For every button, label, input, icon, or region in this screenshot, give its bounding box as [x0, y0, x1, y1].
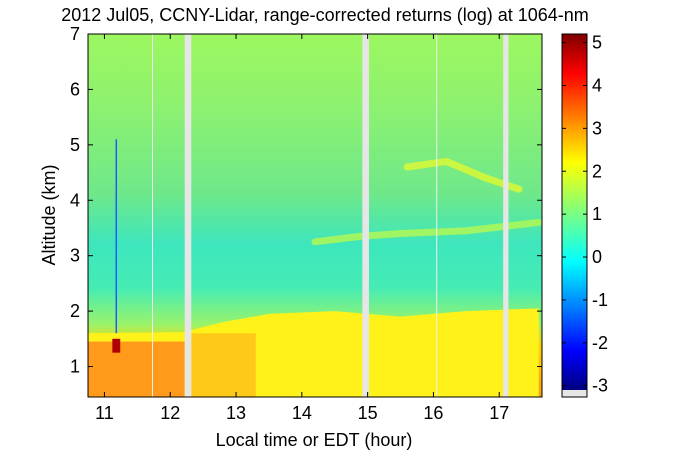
data-gap-3	[503, 34, 509, 397]
strong-return-patch	[112, 338, 121, 353]
data-gaps	[151, 34, 509, 397]
morning-layer-region	[88, 341, 185, 397]
x-tick-label: 17	[489, 403, 509, 423]
x-tick-label: 13	[226, 403, 246, 423]
x-tick-label: 15	[358, 403, 378, 423]
colorbar-tick-label: 0	[592, 247, 602, 267]
x-tick-label: 16	[423, 403, 443, 423]
colorbar-tick-label: 1	[592, 204, 602, 224]
plot-area	[88, 34, 542, 397]
x-tick-label: 11	[95, 403, 114, 423]
y-tick-label: 7	[70, 24, 80, 44]
data-gap-1	[184, 34, 192, 397]
x-tick-label: 14	[292, 403, 312, 423]
y-tick-label: 4	[70, 190, 80, 210]
y-tick-label: 5	[70, 135, 80, 155]
colorbar-tick-label: -2	[592, 333, 608, 353]
y-tick-label: 2	[70, 301, 80, 321]
colorbar-gap-swatch	[562, 390, 587, 397]
mid-morning-region	[191, 333, 256, 397]
x-axis: 11 12 13 14 15 16 17	[95, 34, 509, 423]
aerosol-layers	[311, 157, 542, 246]
colorbar-ticks: -3 -2 -1 0 1 2 3 4 5	[562, 33, 608, 396]
y-tick-label: 6	[70, 79, 80, 99]
data-gap-2	[362, 34, 369, 397]
y-axis: 1 2 3 4 5 6 7	[70, 24, 542, 377]
x-tick-label: 12	[160, 403, 180, 423]
aerosol-layer-2	[403, 157, 523, 193]
chart-title: 2012 Jul05, CCNY-Lidar, range-corrected …	[61, 5, 589, 25]
colorbar-tick-label: 5	[592, 33, 602, 53]
aerosol-layer-1	[311, 218, 542, 246]
colorbar-tick-label: 3	[592, 118, 602, 138]
colorbar-frame	[561, 33, 588, 398]
y-tick-label: 1	[70, 357, 80, 377]
colorbar-tick-label: -3	[592, 376, 608, 396]
colorbar-gradient	[562, 34, 587, 390]
colorbar-tick-label: 2	[592, 161, 602, 181]
colorbar: -3 -2 -1 0 1 2 3 4 5	[561, 33, 608, 398]
y-tick-label: 3	[70, 246, 80, 266]
colorbar-tick-label: -1	[592, 290, 608, 310]
y-axis-label: Altitude (km)	[39, 164, 59, 265]
plot-frame	[87, 33, 543, 398]
x-axis-label: Local time or EDT (hour)	[216, 430, 413, 450]
field-overlays	[88, 139, 539, 397]
colorbar-tick-label: 4	[592, 75, 602, 95]
